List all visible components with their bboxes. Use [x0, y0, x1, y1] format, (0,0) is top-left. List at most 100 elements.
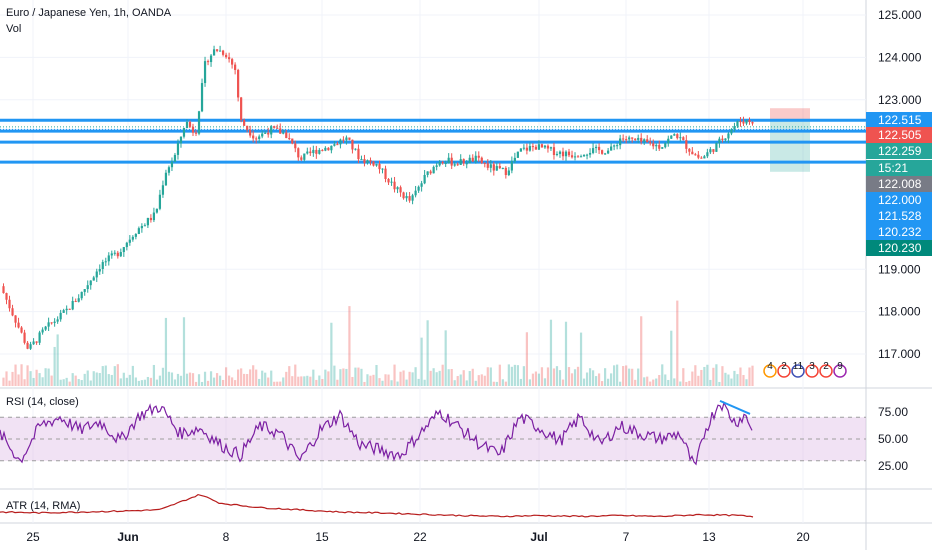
candle-body — [555, 153, 559, 155]
candle-body — [104, 261, 107, 263]
candle-body — [318, 149, 321, 154]
candle-body — [345, 137, 348, 141]
volume-bar — [89, 380, 92, 386]
volume-bar — [402, 370, 405, 386]
volume-bar — [125, 377, 128, 386]
volume-bar — [182, 317, 186, 386]
rsi-divergence-line[interactable] — [719, 399, 751, 415]
event-marker[interactable] — [763, 364, 777, 378]
date-tick-label: 8 — [223, 530, 230, 544]
candle-body — [267, 132, 270, 135]
candle-body — [456, 164, 459, 166]
take-profit-zone[interactable] — [770, 120, 810, 172]
volume-bar — [411, 372, 414, 386]
volume-bar — [739, 367, 742, 386]
candle-body — [495, 166, 498, 171]
candle-body — [17, 322, 20, 328]
candle-body — [667, 138, 670, 144]
volume-bar — [240, 368, 243, 386]
candle-body — [282, 132, 285, 134]
candle-body — [179, 136, 183, 144]
volume-bar — [745, 379, 748, 386]
candle-body — [528, 146, 532, 151]
candle-body — [312, 149, 315, 154]
candle-body — [610, 146, 613, 151]
volume-bar — [613, 365, 616, 386]
volume-bar — [101, 366, 104, 386]
volume-bar — [252, 365, 255, 386]
volume-bar — [522, 366, 525, 386]
volume-bar — [637, 368, 640, 386]
candle-body — [444, 163, 447, 165]
volume-bar — [170, 372, 174, 386]
candle-body — [270, 126, 273, 135]
candle-body — [146, 217, 149, 226]
volume-bar — [11, 371, 14, 386]
date-tick-label: 7 — [623, 530, 630, 544]
volume-bar — [32, 377, 35, 386]
volume-bar — [576, 366, 580, 386]
candle-body — [86, 285, 89, 290]
volume-bar — [543, 378, 547, 386]
support-resistance-lines[interactable] — [0, 118, 866, 164]
candle-body — [402, 192, 405, 199]
candle-body — [234, 64, 237, 70]
volume-bar — [453, 380, 456, 386]
stop-loss-zone[interactable] — [770, 108, 810, 121]
volume-bar — [399, 371, 402, 386]
volume-bar — [234, 380, 237, 386]
volume-bar — [510, 366, 513, 386]
volume-bar — [658, 375, 661, 386]
price-tag-label: 122.259 — [878, 144, 922, 158]
volume-bar — [661, 364, 664, 386]
candle-body — [285, 132, 288, 139]
event-marker[interactable] — [819, 364, 833, 378]
candle-body — [378, 163, 381, 170]
candle-body — [591, 148, 595, 153]
candle-body — [342, 139, 345, 141]
candle-body — [134, 233, 137, 237]
volume-bar — [324, 369, 327, 386]
event-marker[interactable] — [777, 364, 791, 378]
rsi-tick-label: 25.00 — [878, 459, 908, 473]
event-marker[interactable] — [805, 364, 819, 378]
event-marker[interactable] — [791, 364, 805, 378]
candle-body — [585, 154, 589, 156]
volume-bar — [646, 376, 649, 386]
volume-bar — [249, 369, 252, 386]
date-tick-label: 25 — [26, 530, 40, 544]
volume-bar — [727, 374, 730, 386]
candle-body — [582, 154, 586, 157]
candle-body — [336, 144, 339, 146]
candle-body — [131, 236, 134, 240]
candle-body — [393, 181, 396, 190]
event-markers[interactable]: 4 2 11 3 2 9 — [763, 361, 847, 378]
candle-body — [697, 154, 700, 158]
volume-bar — [315, 379, 318, 386]
date-tick-label: 20 — [796, 530, 810, 544]
candle-body — [489, 164, 492, 168]
volume-bar — [396, 381, 399, 386]
candle-body — [231, 59, 234, 65]
candle-body — [35, 341, 38, 343]
volume-bar — [134, 377, 137, 386]
candle-body — [369, 160, 372, 162]
candle-body — [315, 149, 318, 154]
candle-body — [453, 164, 456, 166]
event-marker[interactable] — [833, 364, 847, 378]
volume-bar — [634, 379, 637, 386]
volume-bar — [549, 319, 553, 386]
volume-bar — [408, 371, 411, 386]
candle-body — [167, 167, 171, 173]
candle-body — [56, 319, 59, 322]
candle-body — [324, 147, 327, 151]
volume-bar — [306, 375, 309, 386]
candle-body — [438, 161, 441, 166]
candle-body — [279, 128, 282, 134]
volume-bar — [537, 373, 541, 386]
volume-bar — [285, 371, 288, 386]
candle-body — [429, 171, 432, 174]
volume-bar — [489, 367, 492, 386]
candle-body — [348, 137, 351, 140]
